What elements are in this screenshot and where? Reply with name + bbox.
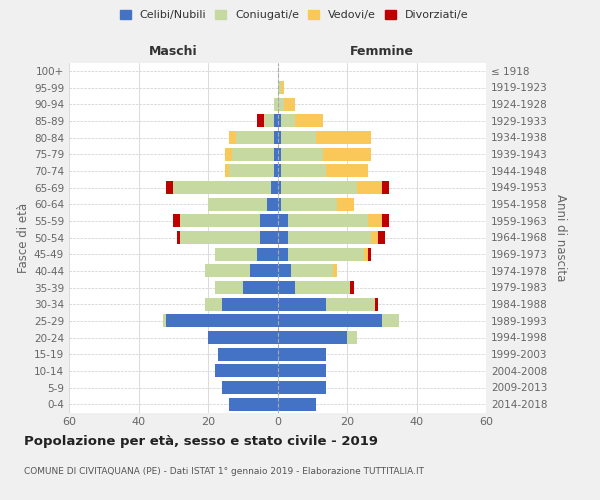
Bar	[277, 264, 292, 278]
Bar	[277, 114, 281, 128]
Legend: Celibi/Nubili, Coniugati/e, Vedovi/e, Divorziati/e: Celibi/Nubili, Coniugati/e, Vedovi/e, Di…	[115, 6, 473, 25]
Bar	[277, 81, 281, 94]
Bar	[274, 148, 277, 160]
Y-axis label: Anni di nascita: Anni di nascita	[554, 194, 567, 281]
Text: COMUNE DI CIVITAQUANA (PE) - Dati ISTAT 1° gennaio 2019 - Elaborazione TUTTITALI: COMUNE DI CIVITAQUANA (PE) - Dati ISTAT …	[24, 468, 424, 476]
Bar	[222, 298, 277, 310]
Bar	[277, 181, 281, 194]
Bar	[208, 198, 267, 210]
Bar	[382, 214, 389, 228]
Bar	[277, 164, 281, 177]
Bar	[350, 281, 354, 294]
Bar	[371, 231, 378, 244]
Bar	[277, 298, 326, 310]
Text: Maschi: Maschi	[149, 44, 197, 58]
Bar	[295, 114, 323, 128]
Bar	[180, 231, 260, 244]
Bar	[277, 214, 288, 228]
Bar	[166, 181, 173, 194]
Bar	[222, 381, 277, 394]
Bar	[292, 264, 333, 278]
Bar	[215, 281, 243, 294]
Bar	[229, 131, 236, 144]
Bar	[257, 248, 277, 260]
Text: Popolazione per età, sesso e stato civile - 2019: Popolazione per età, sesso e stato civil…	[24, 435, 378, 448]
Bar	[277, 198, 281, 210]
Bar	[243, 281, 277, 294]
Bar	[295, 281, 350, 294]
Bar	[364, 248, 368, 260]
Bar	[260, 231, 277, 244]
Bar	[205, 298, 222, 310]
Bar	[288, 231, 371, 244]
Bar	[378, 231, 385, 244]
Bar	[333, 264, 337, 278]
Bar	[226, 148, 232, 160]
Bar	[218, 348, 277, 360]
Bar	[382, 181, 389, 194]
Bar	[163, 314, 166, 328]
Bar	[274, 164, 277, 177]
Bar	[347, 331, 358, 344]
Bar	[271, 181, 277, 194]
Bar	[277, 98, 284, 110]
Bar	[180, 214, 260, 228]
Bar	[250, 264, 277, 278]
Bar	[277, 381, 326, 394]
Bar	[173, 214, 180, 228]
Bar	[236, 131, 274, 144]
Bar	[316, 131, 371, 144]
Bar	[288, 248, 364, 260]
Bar	[323, 148, 371, 160]
Bar	[277, 364, 326, 378]
Bar	[382, 314, 399, 328]
Y-axis label: Fasce di età: Fasce di età	[17, 202, 30, 272]
Bar	[281, 114, 295, 128]
Bar	[274, 131, 277, 144]
Bar	[284, 98, 295, 110]
Bar	[277, 131, 281, 144]
Bar	[358, 181, 382, 194]
Bar	[281, 148, 323, 160]
Bar	[281, 164, 326, 177]
Bar	[173, 181, 271, 194]
Bar	[281, 131, 316, 144]
Bar	[257, 114, 263, 128]
Bar	[267, 198, 277, 210]
Bar	[281, 81, 284, 94]
Bar	[166, 314, 277, 328]
Bar	[177, 231, 180, 244]
Bar	[226, 164, 229, 177]
Bar	[375, 298, 378, 310]
Bar	[326, 298, 375, 310]
Bar	[281, 198, 337, 210]
Bar	[277, 281, 295, 294]
Bar	[260, 214, 277, 228]
Bar	[215, 248, 257, 260]
Bar	[215, 364, 277, 378]
Bar	[277, 314, 382, 328]
Text: Femmine: Femmine	[350, 44, 414, 58]
Bar	[288, 214, 368, 228]
Bar	[337, 198, 354, 210]
Bar	[277, 348, 326, 360]
Bar	[277, 248, 288, 260]
Bar	[277, 331, 347, 344]
Bar	[274, 114, 277, 128]
Bar	[208, 331, 277, 344]
Bar	[232, 148, 274, 160]
Bar	[274, 98, 277, 110]
Bar	[229, 398, 277, 410]
Bar	[368, 214, 382, 228]
Bar	[277, 148, 281, 160]
Bar	[205, 264, 250, 278]
Bar	[263, 114, 274, 128]
Bar	[326, 164, 368, 177]
Bar	[277, 231, 288, 244]
Bar	[368, 248, 371, 260]
Bar	[277, 398, 316, 410]
Bar	[281, 181, 358, 194]
Bar	[229, 164, 274, 177]
